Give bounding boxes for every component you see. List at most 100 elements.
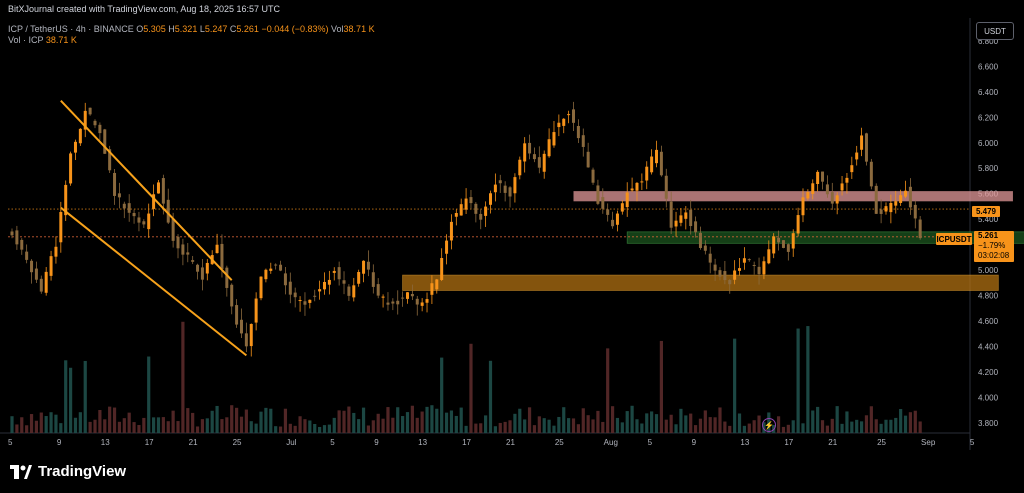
volume-bar xyxy=(288,423,292,433)
currency-button[interactable]: USDT xyxy=(976,22,1014,40)
candle-body xyxy=(850,165,854,173)
volume-bar xyxy=(855,419,859,433)
symbol-name[interactable]: ICP / TetherUS · 4h · BINANCE xyxy=(8,24,134,34)
volume-bar xyxy=(49,412,53,433)
volume-bar xyxy=(15,424,19,433)
candle-body xyxy=(830,192,834,204)
candle-body xyxy=(64,184,68,216)
volume-bar xyxy=(581,408,585,433)
candle-body xyxy=(728,280,732,285)
low-value: 5.247 xyxy=(204,24,228,34)
volume-bar xyxy=(903,415,908,433)
candle-body xyxy=(415,298,419,305)
candle-body xyxy=(899,195,903,203)
volume-bar xyxy=(684,415,688,433)
x-tick-label: 13 xyxy=(418,438,427,447)
volume-bar xyxy=(347,406,351,433)
volume-bar xyxy=(235,407,239,433)
volume-bar xyxy=(366,425,371,433)
candle-body xyxy=(694,221,698,233)
volume-bar xyxy=(137,425,141,433)
y-tick-label: 4.200 xyxy=(978,368,999,377)
volume-bar xyxy=(20,417,24,433)
candle-body xyxy=(59,212,63,243)
volume-bar xyxy=(532,425,537,433)
volume-bar xyxy=(352,412,356,433)
candle-body xyxy=(913,204,917,219)
volume-bar xyxy=(59,423,63,433)
volume-bar xyxy=(381,418,385,433)
candle-body xyxy=(572,109,576,123)
candle-body xyxy=(620,203,624,212)
candle-body xyxy=(254,298,258,323)
volume-bar xyxy=(83,360,87,433)
volume-bar xyxy=(811,410,815,433)
volume-bar xyxy=(386,407,390,433)
lightning-icon[interactable]: ⚡ xyxy=(762,418,776,432)
candle-body xyxy=(615,213,619,225)
volume-bar xyxy=(825,425,830,433)
candle-body xyxy=(10,231,14,236)
bar-countdown: 03:02:08 xyxy=(978,251,1010,260)
volume-bar xyxy=(186,408,190,433)
x-tick-label: 5 xyxy=(330,438,335,447)
volume-bar xyxy=(210,410,214,433)
candle-body xyxy=(562,118,566,126)
volume-bar xyxy=(249,421,253,433)
candle-body xyxy=(679,215,683,223)
resistance-zone xyxy=(573,191,1013,202)
candle-body xyxy=(777,237,781,243)
candle-body xyxy=(405,292,409,299)
volume-bar xyxy=(879,423,883,433)
candle-body xyxy=(147,213,151,230)
support-zone xyxy=(626,231,1024,244)
volume-bar xyxy=(645,413,649,433)
volume-bar xyxy=(171,410,175,433)
volume-bar xyxy=(205,418,209,433)
candle-body xyxy=(625,192,629,208)
volume-bar xyxy=(449,410,454,433)
volume-bar xyxy=(298,416,302,433)
x-tick-label: 13 xyxy=(101,438,110,447)
candle-body xyxy=(791,233,795,249)
tradingview-logo[interactable]: TradingView xyxy=(10,463,126,480)
candle-body xyxy=(713,264,717,271)
candle-body xyxy=(127,203,131,213)
y-tick-label: 6.600 xyxy=(978,62,999,71)
volume-bar xyxy=(669,414,673,433)
volume-bar xyxy=(88,421,92,433)
candle-body xyxy=(225,267,229,288)
symbol-price-tag: ICPUSDT xyxy=(936,233,972,245)
x-tick-label: 5 xyxy=(970,438,975,447)
volume-bar xyxy=(112,407,117,433)
volume-bar xyxy=(547,419,551,433)
volume-bar xyxy=(308,420,312,433)
candle-body xyxy=(122,203,126,209)
volume-bar xyxy=(259,411,263,433)
volume-bar xyxy=(615,417,620,433)
volume-bar xyxy=(674,424,678,433)
candle-body xyxy=(235,305,239,325)
volume-bar xyxy=(342,410,346,433)
x-tick-label: 25 xyxy=(555,438,564,447)
x-tick-label: 5 xyxy=(8,438,13,447)
volume-bar xyxy=(176,421,180,433)
candle-body xyxy=(586,151,590,168)
candle-body xyxy=(742,258,746,263)
candle-body xyxy=(200,267,204,280)
volume-bar xyxy=(142,417,146,433)
volume-series-name[interactable]: Vol · ICP xyxy=(8,35,44,45)
channel-lower-line xyxy=(60,206,247,357)
channel-upper-line xyxy=(60,100,233,281)
candle-body xyxy=(342,280,346,284)
volume-bar xyxy=(420,411,424,433)
brand-name: TradingView xyxy=(38,463,127,480)
vol-label: Vol xyxy=(331,24,344,34)
x-tick-label: 9 xyxy=(692,438,697,447)
volume-bar xyxy=(728,425,732,433)
candle-body xyxy=(889,202,893,213)
candle-body xyxy=(606,209,610,215)
candle-body xyxy=(703,245,707,251)
volume-bar xyxy=(479,423,483,433)
